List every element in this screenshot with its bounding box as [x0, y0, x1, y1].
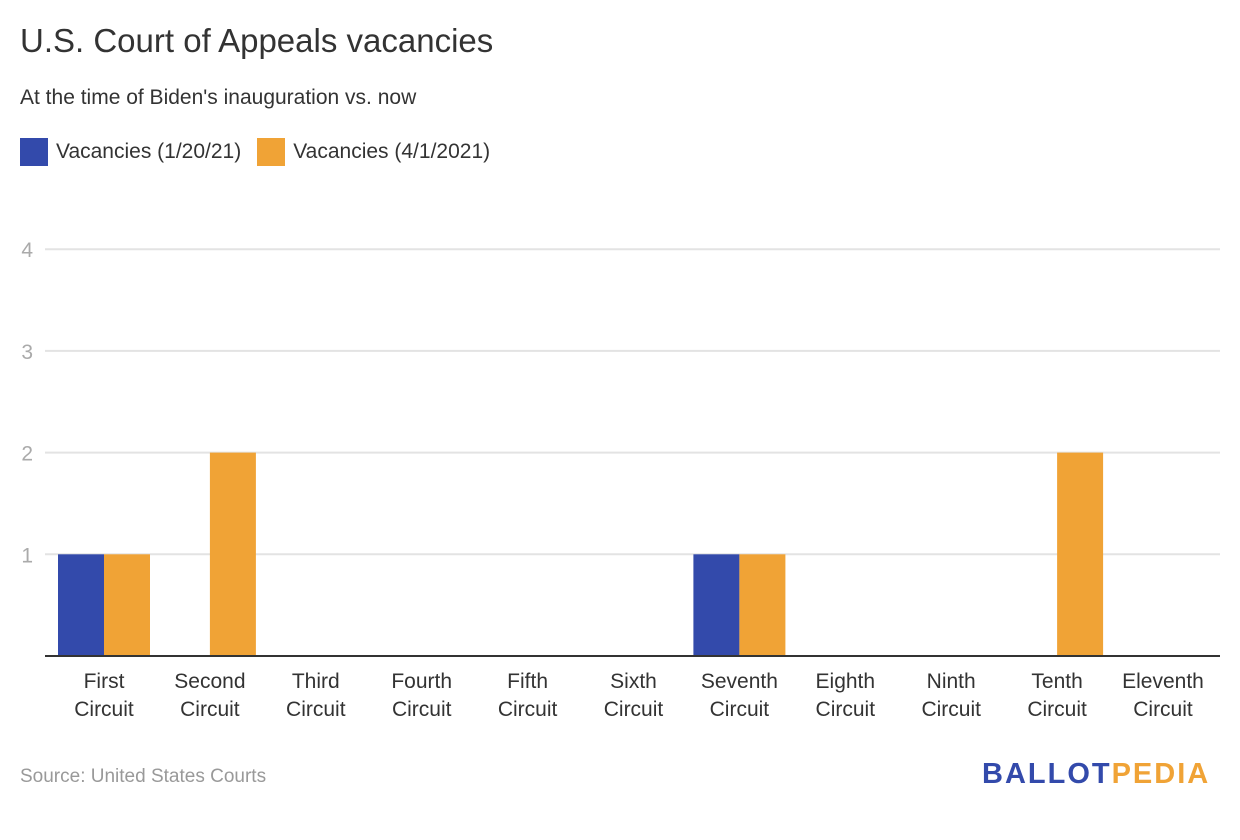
logo-part2: PEDIA	[1111, 758, 1211, 790]
y-tick-label: 1	[21, 544, 33, 567]
chart-subtitle: At the time of Biden's inauguration vs. …	[20, 86, 417, 109]
legend-item-jan: Vacancies (1/20/21)	[20, 138, 241, 166]
legend-item-apr: Vacancies (4/1/2021)	[257, 138, 490, 166]
x-tick-label: Tenth	[1031, 670, 1082, 693]
x-tick-label: Eighth	[816, 670, 876, 693]
chart-title: U.S. Court of Appeals vacancies	[20, 22, 494, 59]
bar-apr	[1057, 452, 1104, 656]
x-tick-label: Seventh	[701, 670, 778, 693]
bar-apr	[104, 554, 150, 656]
bar-apr	[209, 452, 256, 656]
ballotpedia-logo: BALLOTPEDIA	[982, 758, 1210, 791]
logo-part1: BALLOT	[982, 758, 1112, 790]
legend-label-apr: Vacancies (4/1/2021)	[293, 140, 491, 163]
bar-apr	[739, 554, 786, 656]
x-tick-label: Sixth	[610, 670, 657, 693]
legend-swatch-apr	[257, 138, 286, 166]
bar-jan	[58, 554, 104, 656]
y-tick-label: 2	[21, 443, 33, 466]
y-tick-label: 3	[21, 341, 33, 364]
x-tick-label: Circuit	[921, 698, 981, 721]
bar-jan	[693, 554, 740, 656]
x-tick-label: Circuit	[710, 698, 770, 721]
legend-swatch-jan	[20, 138, 48, 166]
x-tick-label: Circuit	[1027, 698, 1087, 721]
x-tick-label: Circuit	[1133, 698, 1193, 721]
legend-label-jan: Vacancies (1/20/21)	[56, 140, 242, 163]
x-tick-label: Eleventh	[1122, 670, 1204, 693]
x-tick-label: First	[84, 670, 125, 693]
x-tick-label: Circuit	[74, 698, 134, 721]
x-tick-label: Circuit	[392, 698, 452, 721]
x-tick-label: Second	[174, 670, 245, 693]
x-tick-label: Fifth	[507, 670, 548, 693]
y-tick-label: 4	[21, 239, 33, 262]
x-tick-label: Circuit	[816, 698, 876, 721]
source-note: Source: United States Courts	[20, 766, 267, 787]
x-tick-label: Circuit	[604, 698, 664, 721]
x-tick-label: Fourth	[391, 670, 452, 693]
x-tick-label: Circuit	[286, 698, 346, 721]
x-tick-label: Third	[292, 670, 340, 693]
legend: Vacancies (1/20/21) Vacancies (4/1/2021)	[20, 138, 506, 166]
x-tick-label: Circuit	[180, 698, 240, 721]
x-tick-label: Circuit	[498, 698, 558, 721]
x-tick-label: Ninth	[927, 670, 976, 693]
